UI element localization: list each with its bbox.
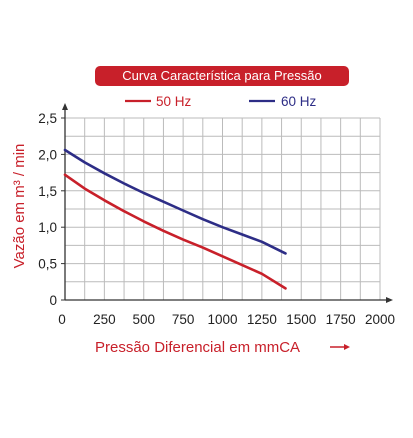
y-tick-label: 0,5 — [38, 257, 57, 272]
y-axis-arrow-icon — [62, 103, 68, 110]
x-tick-label: 1000 — [207, 312, 237, 327]
legend: 50 Hz 60 Hz — [125, 94, 317, 109]
x-tick-label: 250 — [93, 312, 116, 327]
x-tick-label: 2000 — [365, 312, 395, 327]
series-line — [63, 148, 287, 255]
y-axis-label: Vazão em m³ / min — [11, 144, 28, 269]
x-tick-label: 1250 — [247, 312, 277, 327]
y-tick-labels: 0 0,5 1,0 1,5 2,0 2,5 — [38, 111, 57, 308]
x-tick-label: 1500 — [286, 312, 316, 327]
legend-label: 60 Hz — [281, 94, 317, 109]
legend-label: 50 Hz — [156, 94, 192, 109]
y-tick-label: 1,0 — [38, 220, 57, 235]
series-lines — [63, 148, 287, 290]
y-tick-label: 0 — [49, 293, 57, 308]
series-line — [63, 173, 287, 290]
x-axis-label: Pressão Diferencial em mmCA — [95, 339, 300, 356]
x-tick-label: 500 — [132, 312, 155, 327]
x-tick-label: 1750 — [326, 312, 356, 327]
x-tick-label: 0 — [58, 312, 66, 327]
grid — [65, 117, 381, 300]
x-tick-label: 750 — [172, 312, 195, 327]
chart-title: Curva Característica para Pressão — [95, 66, 349, 86]
x-axis-arrow-icon — [386, 297, 393, 303]
y-tick-label: 2,0 — [38, 147, 57, 162]
x-axis-arrow-icon — [330, 344, 350, 350]
axes — [61, 103, 393, 303]
y-tick-label: 1,5 — [38, 184, 57, 199]
x-tick-labels: 0 250 500 750 1000 1250 1500 1750 2000 — [58, 312, 395, 327]
y-tick-label: 2,5 — [38, 111, 57, 126]
